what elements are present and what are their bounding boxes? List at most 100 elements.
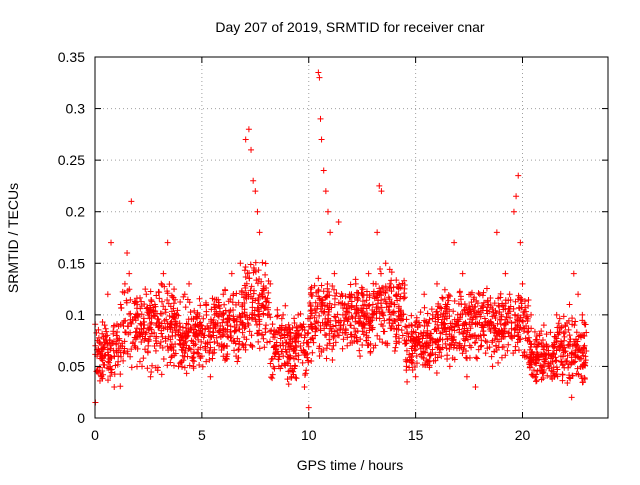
data-point [204, 323, 211, 330]
data-point [343, 314, 350, 321]
data-point [436, 345, 443, 352]
data-point [404, 378, 411, 385]
data-point [242, 136, 249, 143]
data-point [387, 325, 394, 332]
data-point [228, 337, 235, 344]
data-point [356, 320, 363, 327]
data-point [192, 341, 199, 348]
data-point [301, 371, 308, 378]
data-point [553, 347, 560, 354]
data-point [413, 352, 420, 359]
data-point [539, 343, 546, 350]
data-point [457, 296, 464, 303]
data-point [280, 353, 287, 360]
chart-title: Day 207 of 2019, SRMTID for receiver cna… [215, 19, 485, 35]
data-point [526, 338, 533, 345]
data-point [209, 355, 216, 362]
data-point [248, 332, 255, 339]
data-point [312, 324, 319, 331]
data-point [213, 334, 220, 341]
data-point [442, 340, 449, 347]
data-point [305, 329, 312, 336]
data-point [391, 348, 398, 355]
data-point [101, 322, 108, 329]
data-point [451, 356, 458, 363]
data-point [293, 327, 300, 334]
data-point [203, 301, 210, 308]
data-point [211, 311, 218, 318]
data-point [291, 319, 298, 326]
data-point [515, 292, 522, 299]
data-point [311, 282, 318, 289]
data-point [157, 310, 164, 317]
data-point [461, 301, 468, 308]
data-point [318, 282, 325, 289]
data-point [483, 285, 490, 292]
data-point [177, 332, 184, 339]
data-point [173, 311, 180, 318]
y-tick-label: 0.25 [58, 152, 85, 168]
data-point [380, 289, 387, 296]
data-point [439, 295, 446, 302]
data-point [525, 302, 532, 309]
data-point [117, 371, 124, 378]
data-point [216, 329, 223, 336]
data-point [527, 354, 534, 361]
data-point [111, 322, 118, 329]
data-point [460, 336, 467, 343]
data-point [241, 306, 248, 313]
data-point [270, 330, 277, 337]
data-point [237, 313, 244, 320]
data-point [466, 316, 473, 323]
data-point [402, 340, 409, 347]
data-point [268, 356, 275, 363]
data-point [434, 280, 440, 287]
data-point [247, 341, 254, 348]
data-point [103, 328, 110, 335]
data-point [392, 344, 399, 351]
data-point [151, 329, 158, 336]
data-point [473, 354, 480, 361]
data-point [284, 376, 291, 383]
data-point [299, 359, 306, 366]
data-point [553, 371, 560, 378]
data-point [342, 329, 349, 336]
data-point [463, 304, 470, 311]
data-point [190, 363, 197, 370]
data-point [220, 316, 227, 323]
data-point [367, 349, 374, 356]
data-point [149, 362, 156, 369]
data-point [546, 362, 553, 369]
data-point [186, 345, 193, 352]
data-point [354, 338, 361, 345]
data-point [173, 320, 180, 327]
data-point [472, 303, 479, 310]
data-point [317, 115, 324, 122]
data-point [476, 291, 483, 298]
data-point [136, 329, 143, 336]
data-point [118, 353, 125, 360]
data-point [267, 314, 274, 321]
data-point [523, 353, 530, 360]
data-point [215, 342, 222, 349]
data-point [522, 308, 529, 315]
data-point [393, 338, 400, 345]
data-point [559, 371, 566, 378]
data-point [254, 208, 261, 215]
data-point [573, 370, 580, 377]
data-point [95, 326, 102, 333]
data-point [468, 299, 475, 306]
data-point [172, 329, 179, 336]
data-point [393, 293, 400, 300]
data-point [352, 315, 359, 322]
data-point [478, 302, 485, 309]
y-tick-labels: 0 0.05 0.1 0.15 0.2 0.25 0.3 0.35 [58, 49, 85, 426]
data-point [275, 327, 282, 334]
data-point [528, 311, 535, 318]
data-point [374, 332, 381, 339]
data-point [276, 324, 283, 331]
data-point [583, 329, 590, 336]
data-point [426, 342, 433, 349]
data-point [227, 323, 234, 330]
data-point [151, 301, 158, 308]
